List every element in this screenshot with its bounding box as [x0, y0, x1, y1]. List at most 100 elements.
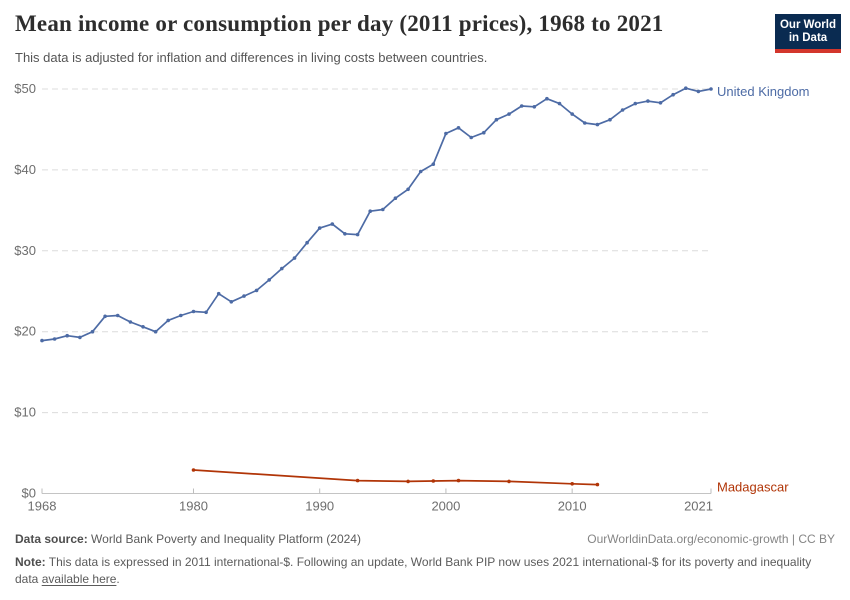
- page-title: Mean income or consumption per day (2011…: [15, 11, 664, 36]
- data-point-united-kingdom-2008[interactable]: [545, 96, 549, 101]
- data-point-united-kingdom-2009[interactable]: [557, 101, 562, 106]
- x-tick-label-2000: 2000: [431, 499, 460, 514]
- data-point-united-kingdom-2004[interactable]: [494, 117, 499, 122]
- data-point-united-kingdom-1997[interactable]: [406, 187, 410, 192]
- series-line-madagascar[interactable]: [192, 469, 599, 486]
- data-point-united-kingdom-2000[interactable]: [444, 131, 448, 136]
- y-axis: $0 $10 $20 $30 $40 $50: [14, 81, 36, 501]
- gridlines: [42, 88, 711, 414]
- data-point-united-kingdom-2007[interactable]: [532, 105, 537, 109]
- note-period: .: [116, 572, 120, 586]
- x-tick-label-2010: 2010: [558, 499, 587, 514]
- data-point-madagascar-1980[interactable]: [191, 468, 196, 472]
- data-point-madagascar-1997[interactable]: [406, 479, 410, 484]
- data-point-united-kingdom-2019[interactable]: [684, 86, 688, 90]
- data-point-united-kingdom-1999[interactable]: [431, 162, 436, 166]
- note-label: Note:: [15, 555, 46, 569]
- data-point-united-kingdom-1970[interactable]: [65, 333, 69, 338]
- data-point-united-kingdom-1983[interactable]: [229, 300, 234, 304]
- data-point-united-kingdom-1995[interactable]: [381, 207, 385, 212]
- data-point-united-kingdom-1992[interactable]: [343, 232, 347, 236]
- data-point-united-kingdom-1982[interactable]: [216, 291, 221, 296]
- data-point-united-kingdom-1985[interactable]: [254, 288, 259, 293]
- data-point-united-kingdom-2021[interactable]: [709, 87, 713, 91]
- line-chart: 1968 1980 1990 2000 2010 2021 $0$10$20$30$40$…: [14, 81, 810, 514]
- owid-logo-line2: in Data: [788, 32, 828, 44]
- y-tick-label-30: $30: [14, 243, 36, 258]
- series-line-united-kingdom[interactable]: [41, 87, 712, 342]
- data-point-united-kingdom-2001[interactable]: [456, 126, 461, 130]
- data-point-united-kingdom-1973[interactable]: [103, 314, 107, 319]
- data-point-united-kingdom-1980[interactable]: [191, 309, 196, 314]
- data-point-united-kingdom-1989[interactable]: [305, 240, 309, 245]
- data-source: Data source: World Bank Poverty and Ineq…: [15, 531, 361, 547]
- data-point-united-kingdom-2011[interactable]: [583, 121, 587, 125]
- data-point-united-kingdom-1988[interactable]: [292, 256, 297, 260]
- data-point-united-kingdom-2006[interactable]: [519, 104, 524, 108]
- data-point-united-kingdom-1996[interactable]: [393, 196, 398, 200]
- data-point-united-kingdom-1976[interactable]: [141, 325, 145, 329]
- data-point-united-kingdom-1971[interactable]: [78, 335, 82, 340]
- data-point-united-kingdom-1978[interactable]: [166, 318, 170, 323]
- data-point-united-kingdom-1975[interactable]: [128, 320, 133, 324]
- footer-links: OurWorldinData.org/economic-growth | CC …: [587, 531, 835, 547]
- data-point-united-kingdom-1993[interactable]: [355, 232, 360, 237]
- data-point-united-kingdom-1981[interactable]: [204, 310, 208, 315]
- x-axis: 1968 1980 1990 2000 2010 2021: [28, 488, 713, 514]
- data-point-united-kingdom-2010[interactable]: [570, 112, 574, 116]
- data-point-united-kingdom-2020[interactable]: [696, 89, 701, 94]
- owid-logo[interactable]: Our World in Data: [775, 14, 841, 53]
- cc-by-link[interactable]: CC BY: [798, 532, 835, 546]
- owid-logo-line1: Our World: [779, 19, 836, 31]
- data-point-united-kingdom-1977[interactable]: [153, 329, 158, 334]
- data-point-united-kingdom-1986[interactable]: [267, 278, 272, 282]
- footer-divider: |: [791, 532, 795, 546]
- data-point-united-kingdom-1991[interactable]: [330, 222, 335, 226]
- data-point-united-kingdom-1969[interactable]: [52, 337, 57, 341]
- data-point-madagascar-2005[interactable]: [507, 479, 511, 484]
- y-tick-label-40: $40: [14, 162, 36, 177]
- data-point-united-kingdom-1972[interactable]: [90, 329, 95, 334]
- data-point-united-kingdom-1998[interactable]: [418, 169, 423, 174]
- data-point-united-kingdom-2018[interactable]: [671, 92, 675, 97]
- data-point-united-kingdom-2014[interactable]: [620, 108, 625, 112]
- data-point-madagascar-2012[interactable]: [595, 482, 600, 487]
- page-subtitle: This data is adjusted for inflation and …: [15, 50, 488, 65]
- data-point-united-kingdom-2003[interactable]: [482, 130, 486, 135]
- series-label-united-kingdom[interactable]: United Kingdom: [717, 84, 810, 99]
- x-tick-label-2021: 2021: [684, 499, 713, 514]
- data-source-value: World Bank Poverty and Inequality Platfo…: [91, 532, 361, 546]
- data-point-united-kingdom-1994[interactable]: [368, 209, 373, 213]
- data-point-madagascar-2001[interactable]: [456, 478, 461, 483]
- y-tick-label-0: $0: [22, 486, 36, 501]
- footer-note: Note: This data is expressed in 2011 int…: [15, 554, 812, 588]
- data-point-united-kingdom-1987[interactable]: [280, 266, 284, 271]
- data-point-madagascar-1993[interactable]: [355, 478, 360, 483]
- y-tick-label-10: $10: [14, 405, 36, 420]
- data-point-united-kingdom-2013[interactable]: [608, 117, 612, 122]
- data-point-united-kingdom-2012[interactable]: [595, 122, 600, 127]
- x-tick-label-1980: 1980: [179, 499, 208, 514]
- y-tick-label-20: $20: [14, 324, 36, 339]
- x-tick-label-1990: 1990: [305, 499, 334, 514]
- data-point-united-kingdom-2005[interactable]: [507, 112, 511, 116]
- x-tick-label-1968: 1968: [28, 499, 57, 514]
- series-labels: United Kingdom Madagascar: [717, 84, 810, 495]
- data-point-madagascar-2010[interactable]: [570, 482, 574, 486]
- data-source-label: Data source:: [15, 532, 88, 546]
- data-point-united-kingdom-1990[interactable]: [317, 226, 322, 230]
- series-lines: [40, 86, 713, 487]
- data-point-united-kingdom-2016[interactable]: [646, 99, 650, 103]
- note-text: This data is expressed in 2011 internati…: [15, 555, 812, 586]
- data-point-united-kingdom-2017[interactable]: [658, 101, 663, 105]
- data-point-madagascar-1999[interactable]: [431, 479, 436, 483]
- data-point-united-kingdom-1968[interactable]: [40, 338, 44, 343]
- owid-url-link[interactable]: OurWorldinData.org/economic-growth: [587, 532, 789, 546]
- data-point-united-kingdom-2002[interactable]: [469, 135, 474, 140]
- series-label-madagascar[interactable]: Madagascar: [717, 480, 789, 495]
- data-point-united-kingdom-1984[interactable]: [242, 294, 246, 298]
- data-point-united-kingdom-1979[interactable]: [179, 313, 183, 318]
- available-here-link[interactable]: available here: [41, 572, 117, 586]
- data-point-united-kingdom-2015[interactable]: [633, 101, 638, 106]
- data-point-united-kingdom-1974[interactable]: [115, 313, 120, 318]
